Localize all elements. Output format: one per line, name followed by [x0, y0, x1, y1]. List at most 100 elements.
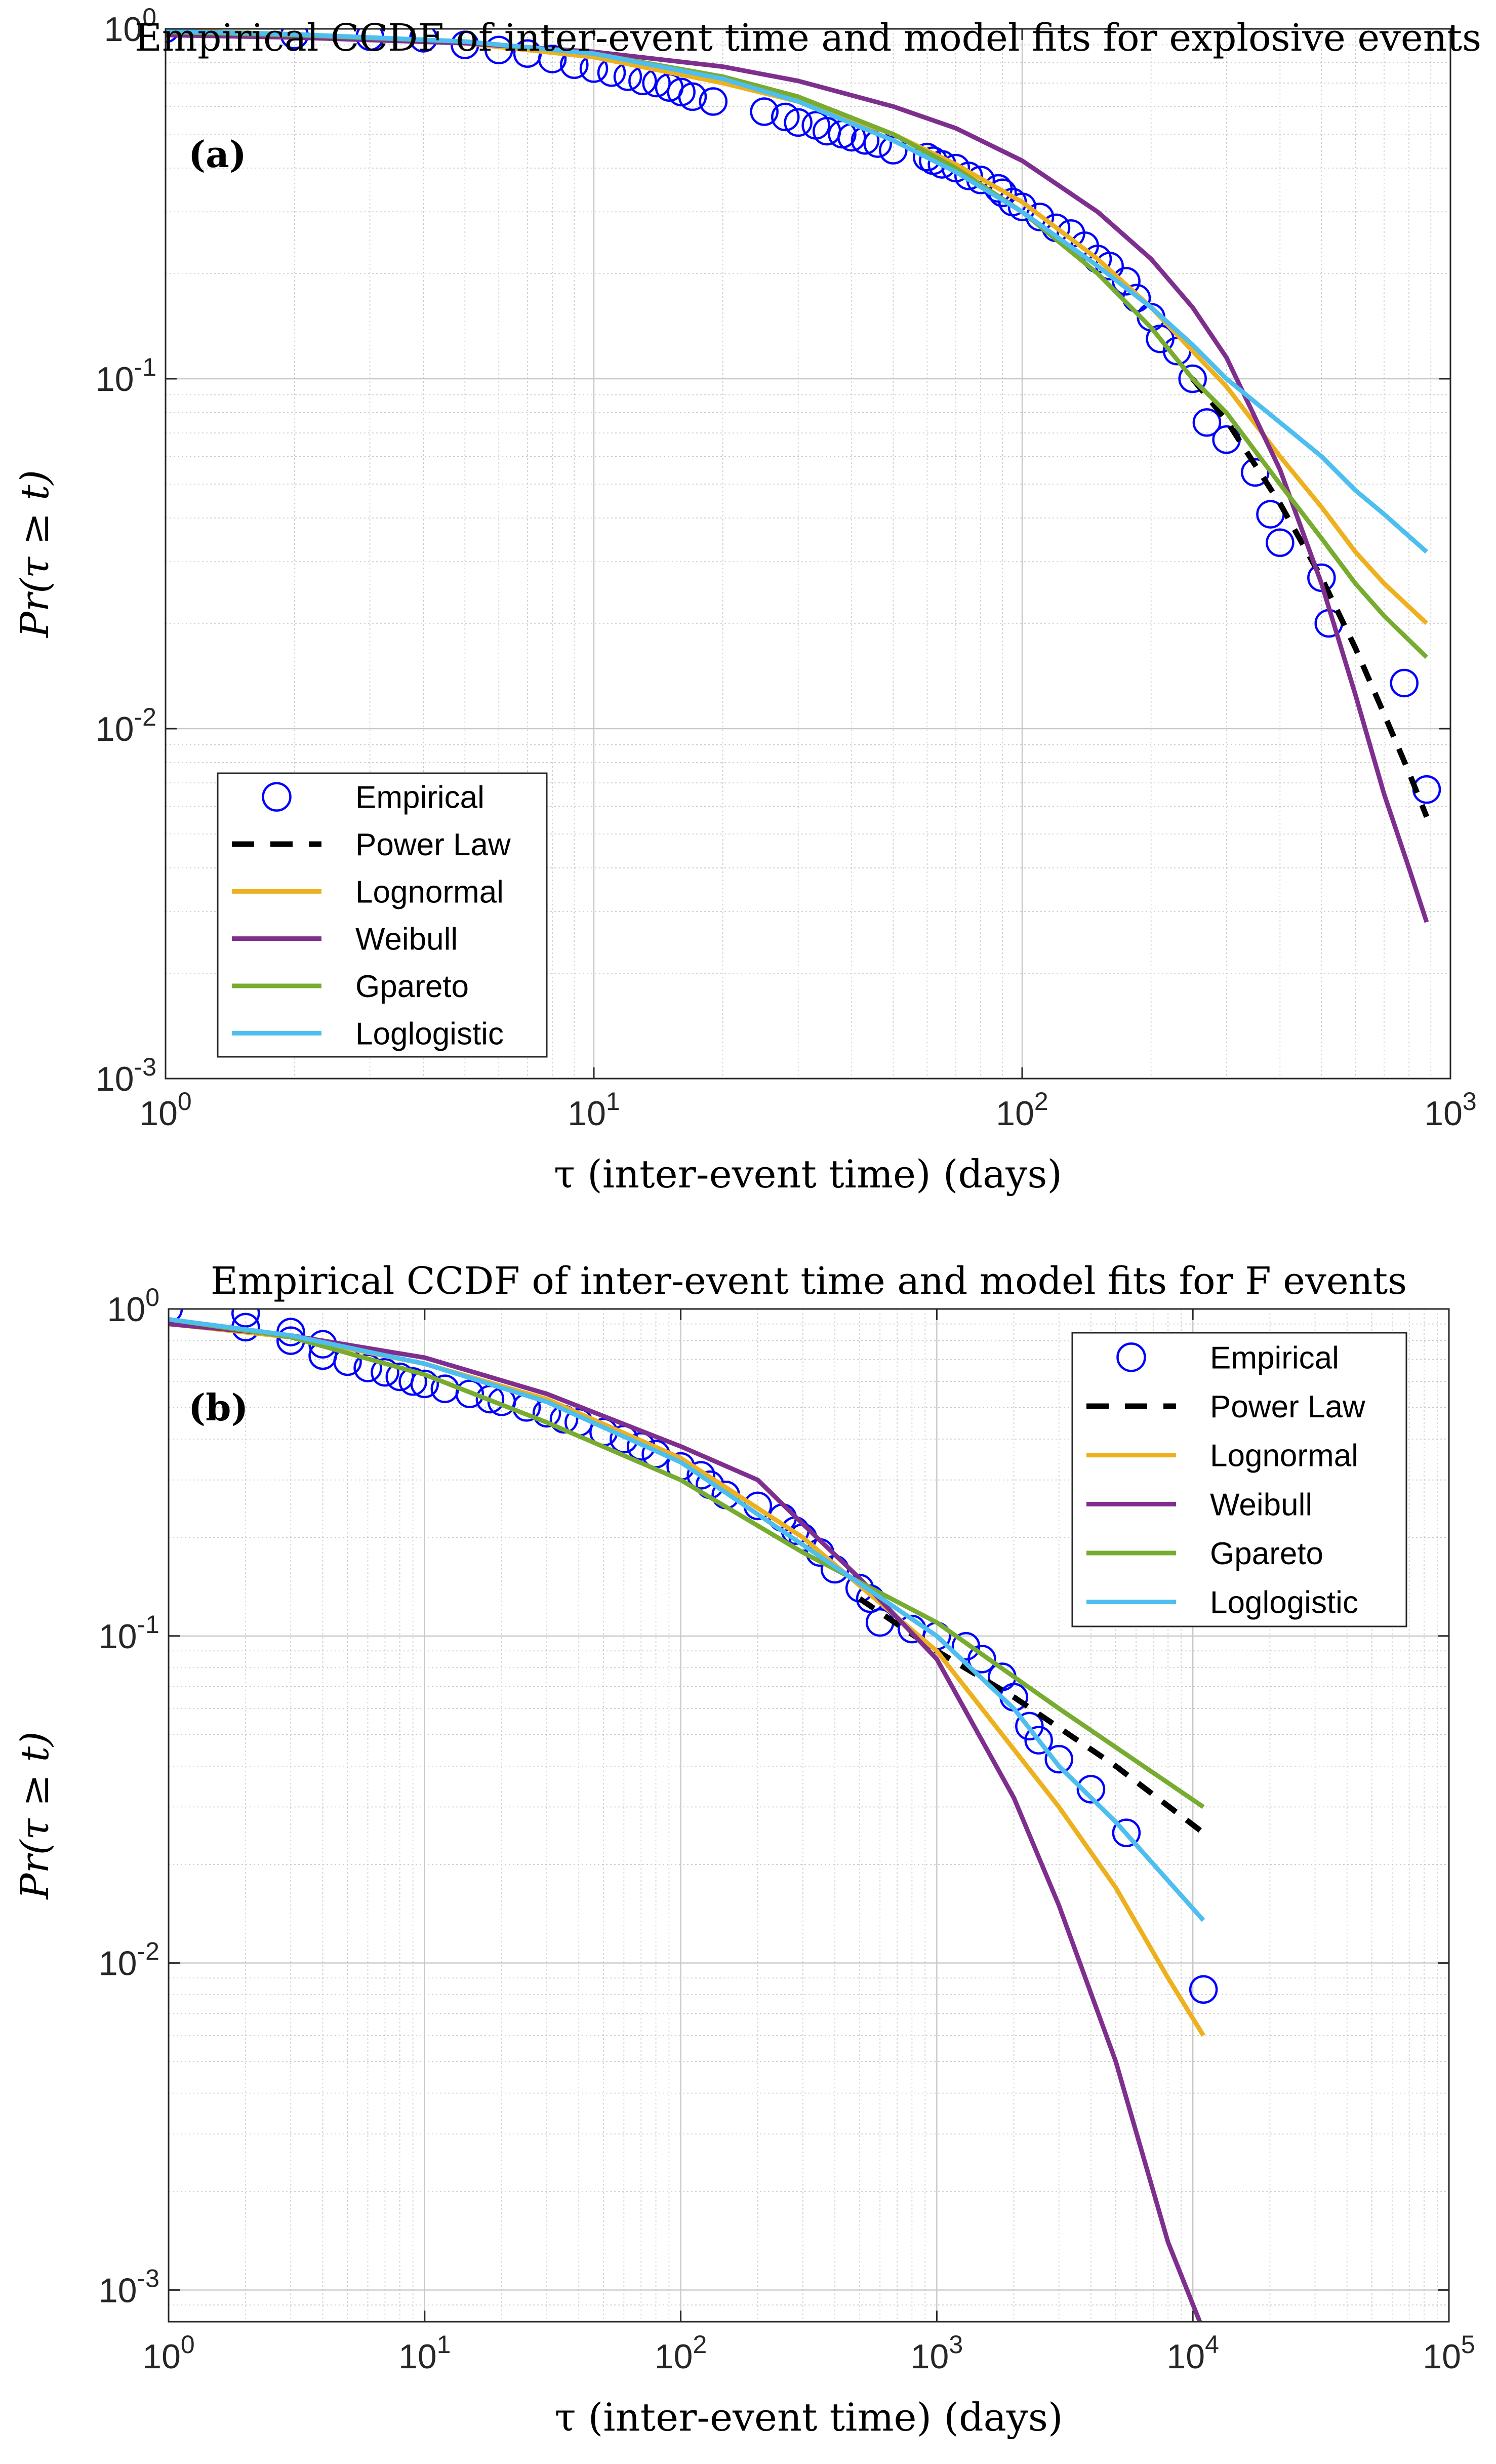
empirical-point [1192, 408, 1222, 437]
tick-base: 10 [398, 2337, 437, 2376]
tick-base: 10 [96, 710, 134, 748]
tick-base: 10 [1424, 1094, 1463, 1133]
legend: Empirical Power Law Lognormal Weibull Gparet… [1071, 1332, 1407, 1627]
legend-box [217, 772, 548, 1058]
tick-base: 10 [139, 1094, 178, 1133]
tick-exponent: -1 [134, 353, 156, 381]
plot-area [169, 1309, 1218, 2322]
chart-title: Empirical CCDF of inter-event time and m… [211, 1259, 1407, 1303]
tick-exponent: -3 [134, 1053, 156, 1081]
tick-base: 10 [1166, 2337, 1205, 2376]
y-tick-label: 10-1 [96, 353, 156, 399]
chart-title: Empirical CCDF of inter-event time and m… [135, 16, 1481, 60]
series-line-loglogistic [169, 1317, 1205, 1922]
empirical-point [1189, 1975, 1218, 2004]
tick-exponent: 1 [606, 1087, 620, 1116]
y-axis-label: Pr(τ ≥ t) [12, 1731, 57, 1900]
tick-base: 10 [911, 2337, 949, 2376]
y-tick-label: 10-2 [96, 703, 156, 748]
legend-label-loglogistic: Loglogistic [1210, 1585, 1358, 1620]
series-line-gpareto [169, 1317, 1205, 1809]
series-line-power-law [1190, 377, 1430, 818]
legend-label-lognormal: Lognormal [1210, 1439, 1358, 1474]
empirical-point [1076, 1775, 1106, 1804]
legend-label-power-law: Power Law [1210, 1389, 1365, 1424]
tick-base: 10 [99, 1944, 137, 1983]
legend-label-gpareto: Gpareto [1210, 1536, 1323, 1571]
x-axis-label: τ (inter-event time) (days) [554, 2395, 1063, 2440]
x-tick-label: 100 [139, 1087, 191, 1133]
empirical-point [879, 136, 908, 165]
x-tick-label: 103 [1424, 1087, 1476, 1133]
legend-label-power-law: Power Law [355, 827, 511, 862]
tick-base: 10 [568, 1094, 606, 1133]
y-tick-label: 10-3 [99, 2264, 159, 2310]
legend: Empirical Power Law Lognormal Weibull Gparet… [217, 772, 548, 1058]
empirical-point [231, 1309, 260, 1328]
tick-base: 10 [142, 2337, 181, 2376]
empirical-point [455, 1379, 484, 1408]
legend-label-empirical: Empirical [355, 780, 484, 815]
empirical-point [954, 162, 983, 190]
y-tick-label: 10-2 [99, 1937, 159, 1983]
tick-base: 10 [104, 10, 143, 49]
panel-label: (a) [188, 133, 247, 176]
x-tick-label: 102 [655, 2330, 707, 2376]
tick-exponent: -2 [134, 703, 156, 731]
empirical-point [1241, 458, 1270, 487]
y-tick-label: 100 [104, 3, 156, 49]
empirical-point [1390, 668, 1419, 698]
empirical-point [1112, 1818, 1141, 1847]
tick-exponent: 2 [1034, 1087, 1048, 1116]
empirical-point [538, 45, 567, 73]
empirical-point [1178, 364, 1207, 393]
panel-b: 100 101 102 103 104 10510010-110-210-3Empiric… [12, 1259, 1475, 2440]
x-tick-label: 100 [142, 2330, 194, 2376]
empirical-point [699, 87, 728, 116]
legend-label-lognormal: Lognormal [355, 875, 504, 909]
tick-exponent: 4 [1205, 2330, 1219, 2359]
grid [168, 1308, 1450, 2322]
y-tick-label: 100 [107, 1283, 159, 1329]
empirical-point [1024, 1726, 1053, 1755]
empirical-point [678, 82, 707, 111]
legend-box [1071, 1332, 1407, 1627]
series-line-loglogistic [166, 29, 1428, 554]
panel-label: (b) [188, 1386, 248, 1429]
empirical-point [771, 102, 800, 132]
tick-base: 10 [996, 1094, 1034, 1133]
legend-symbol-empirical [262, 782, 292, 812]
tick-base: 10 [96, 360, 134, 399]
series-line-weibull [169, 1322, 1202, 2322]
x-axis-label: τ (inter-event time) (days) [554, 1151, 1062, 1197]
plot-area [166, 29, 1441, 923]
tick-exponent: 0 [178, 1087, 192, 1116]
tick-exponent: 3 [949, 2330, 963, 2359]
tick-exponent: 0 [145, 1283, 159, 1312]
empirical-point [371, 1358, 399, 1387]
y-tick-label: 10-1 [99, 1610, 159, 1656]
tick-exponent: 1 [437, 2330, 451, 2359]
empirical-point [1044, 1744, 1073, 1774]
x-tick-label: 101 [398, 2330, 451, 2376]
empirical-point [967, 1645, 996, 1674]
empirical-point [410, 1369, 439, 1399]
legend-label-empirical: Empirical [1210, 1340, 1339, 1375]
axes-box [165, 28, 1451, 1080]
empirical-point [784, 108, 813, 137]
y-axis-label: Pr(τ ≥ t) [12, 470, 57, 639]
legend-label-weibull: Weibull [1210, 1487, 1312, 1522]
tick-base: 10 [99, 2271, 137, 2310]
tick-exponent: 5 [1461, 2330, 1475, 2359]
x-tick-label: 101 [568, 1087, 620, 1133]
empirical-point [750, 97, 779, 126]
axes-box [168, 1308, 1450, 2323]
tick-exponent: 3 [1463, 1087, 1477, 1116]
x-tick-label: 104 [1166, 2330, 1219, 2376]
tick-base: 10 [1423, 2337, 1461, 2376]
tick-base: 10 [96, 1060, 134, 1098]
x-tick-label: 105 [1423, 2330, 1475, 2376]
